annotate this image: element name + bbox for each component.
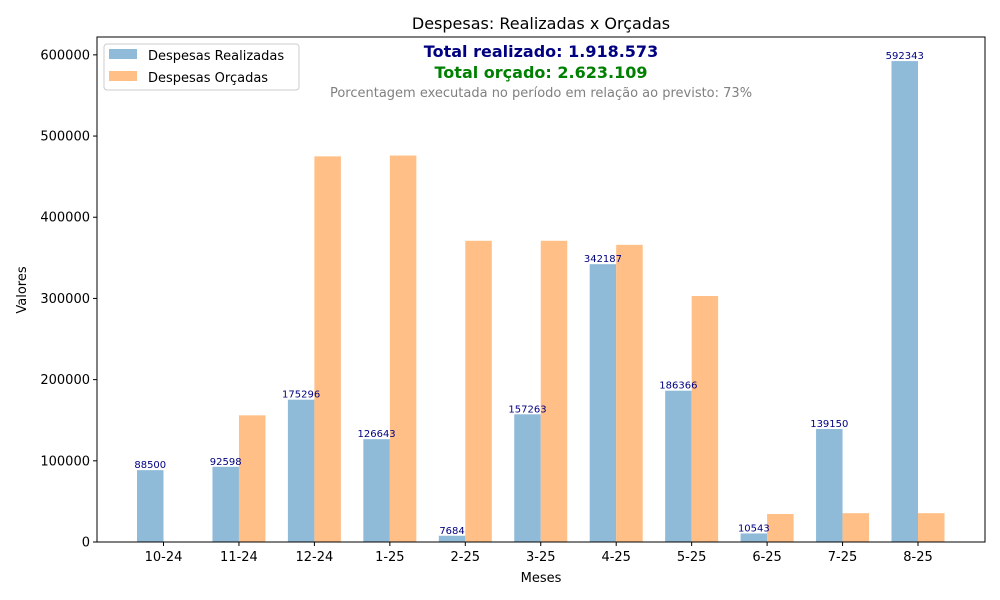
y-axis-ticks: 0 100000 200000 300000 400000 500000 600000 <box>40 48 97 551</box>
x-tick-label-5-25: 5-25 <box>677 550 707 565</box>
plot-frame <box>96 36 986 543</box>
data-label-realizadas-10-24: 88500 <box>134 460 166 471</box>
x-tick-label-8-25: 8-25 <box>903 550 933 565</box>
legend-swatch-realizadas <box>109 49 137 59</box>
data-label-realizadas-12-24: 175296 <box>282 390 320 401</box>
x-axis-label: Meses <box>521 571 562 586</box>
x-tick-label-4-25: 4-25 <box>601 550 631 565</box>
bar-realizadas-7-25 <box>816 429 843 542</box>
legend-label-orcadas: Despesas Orçadas <box>148 71 268 86</box>
bar-realizadas-5-25 <box>665 390 692 542</box>
bar-realizadas-4-25 <box>589 264 617 542</box>
bar-orcadas-11-24 <box>238 415 266 542</box>
bar-realizadas-6-25 <box>740 533 768 542</box>
x-tick-label-1-25: 1-25 <box>375 550 405 565</box>
legend: Despesas Realizadas Despesas Orçadas <box>103 43 300 91</box>
total-orcado-annotation: Total orçado: 2.623.109 <box>435 63 648 82</box>
total-realizado-annotation: Total realizado: 1.918.573 <box>424 42 658 61</box>
bar-realizadas-10-24 <box>137 470 164 542</box>
legend-box <box>103 43 300 91</box>
x-tick-label-3-25: 3-25 <box>526 550 556 565</box>
y-tick-label-100000: 100000 <box>40 454 90 469</box>
x-tick-label-11-24: 11-24 <box>220 550 258 565</box>
bar-orcadas-5-25 <box>691 295 719 542</box>
y-tick-label-200000: 200000 <box>40 373 90 388</box>
x-tick-label-6-25: 6-25 <box>752 550 782 565</box>
data-label-realizadas-7-25: 139150 <box>810 419 848 430</box>
bar-orcadas-7-25 <box>842 513 870 542</box>
y-tick-label-500000: 500000 <box>40 130 90 145</box>
y-tick-label-0: 0 <box>82 536 90 551</box>
y-tick-label-400000: 400000 <box>40 211 90 226</box>
data-label-realizadas-1-25: 126643 <box>358 429 396 440</box>
legend-swatch-orcadas <box>109 71 137 81</box>
percent-annotation: Porcentagem executada no período em rela… <box>330 86 752 101</box>
bar-orcadas-1-25 <box>389 155 417 542</box>
data-label-realizadas-3-25: 157263 <box>508 404 546 415</box>
x-axis-ticks: 10-24 11-24 12-24 1-25 2-25 3-25 4-25 5-25 6-25 7… <box>145 542 933 565</box>
y-tick-label-300000: 300000 <box>40 292 90 307</box>
data-label-realizadas-4-25: 342187 <box>584 254 622 265</box>
x-tick-label-7-25: 7-25 <box>828 550 858 565</box>
bar-realizadas-3-25 <box>514 414 541 542</box>
bars-group <box>137 61 945 543</box>
chart-title: Despesas: Realizadas x Orçadas <box>412 14 670 33</box>
y-axis-label: Valores <box>15 266 30 313</box>
data-label-realizadas-5-25: 186366 <box>659 381 697 392</box>
legend-label-realizadas: Despesas Realizadas <box>148 49 284 64</box>
bar-realizadas-2-25 <box>438 535 466 542</box>
value-labels-group: 88500 92598 175296 126643 7684 157263 342187 18… <box>134 51 924 537</box>
bar-realizadas-11-24 <box>212 466 239 542</box>
bar-orcadas-4-25 <box>616 244 643 543</box>
x-tick-label-10-24: 10-24 <box>145 550 183 565</box>
bar-orcadas-3-25 <box>540 240 568 542</box>
bar-orcadas-2-25 <box>465 240 492 542</box>
bar-realizadas-1-25 <box>363 439 390 542</box>
bar-realizadas-8-25 <box>891 61 918 543</box>
bar-orcadas-6-25 <box>767 513 794 542</box>
bar-orcadas-8-25 <box>918 513 945 542</box>
x-tick-label-12-24: 12-24 <box>296 550 334 565</box>
bar-orcadas-12-24 <box>314 156 341 542</box>
data-label-realizadas-8-25: 592343 <box>886 51 924 62</box>
data-label-realizadas-11-24: 92598 <box>210 457 242 468</box>
data-label-realizadas-2-25: 7684 <box>439 526 464 537</box>
bar-realizadas-12-24 <box>287 399 315 542</box>
y-tick-label-600000: 600000 <box>40 48 90 63</box>
x-tick-label-2-25: 2-25 <box>451 550 481 565</box>
data-label-realizadas-6-25: 10543 <box>738 523 770 534</box>
